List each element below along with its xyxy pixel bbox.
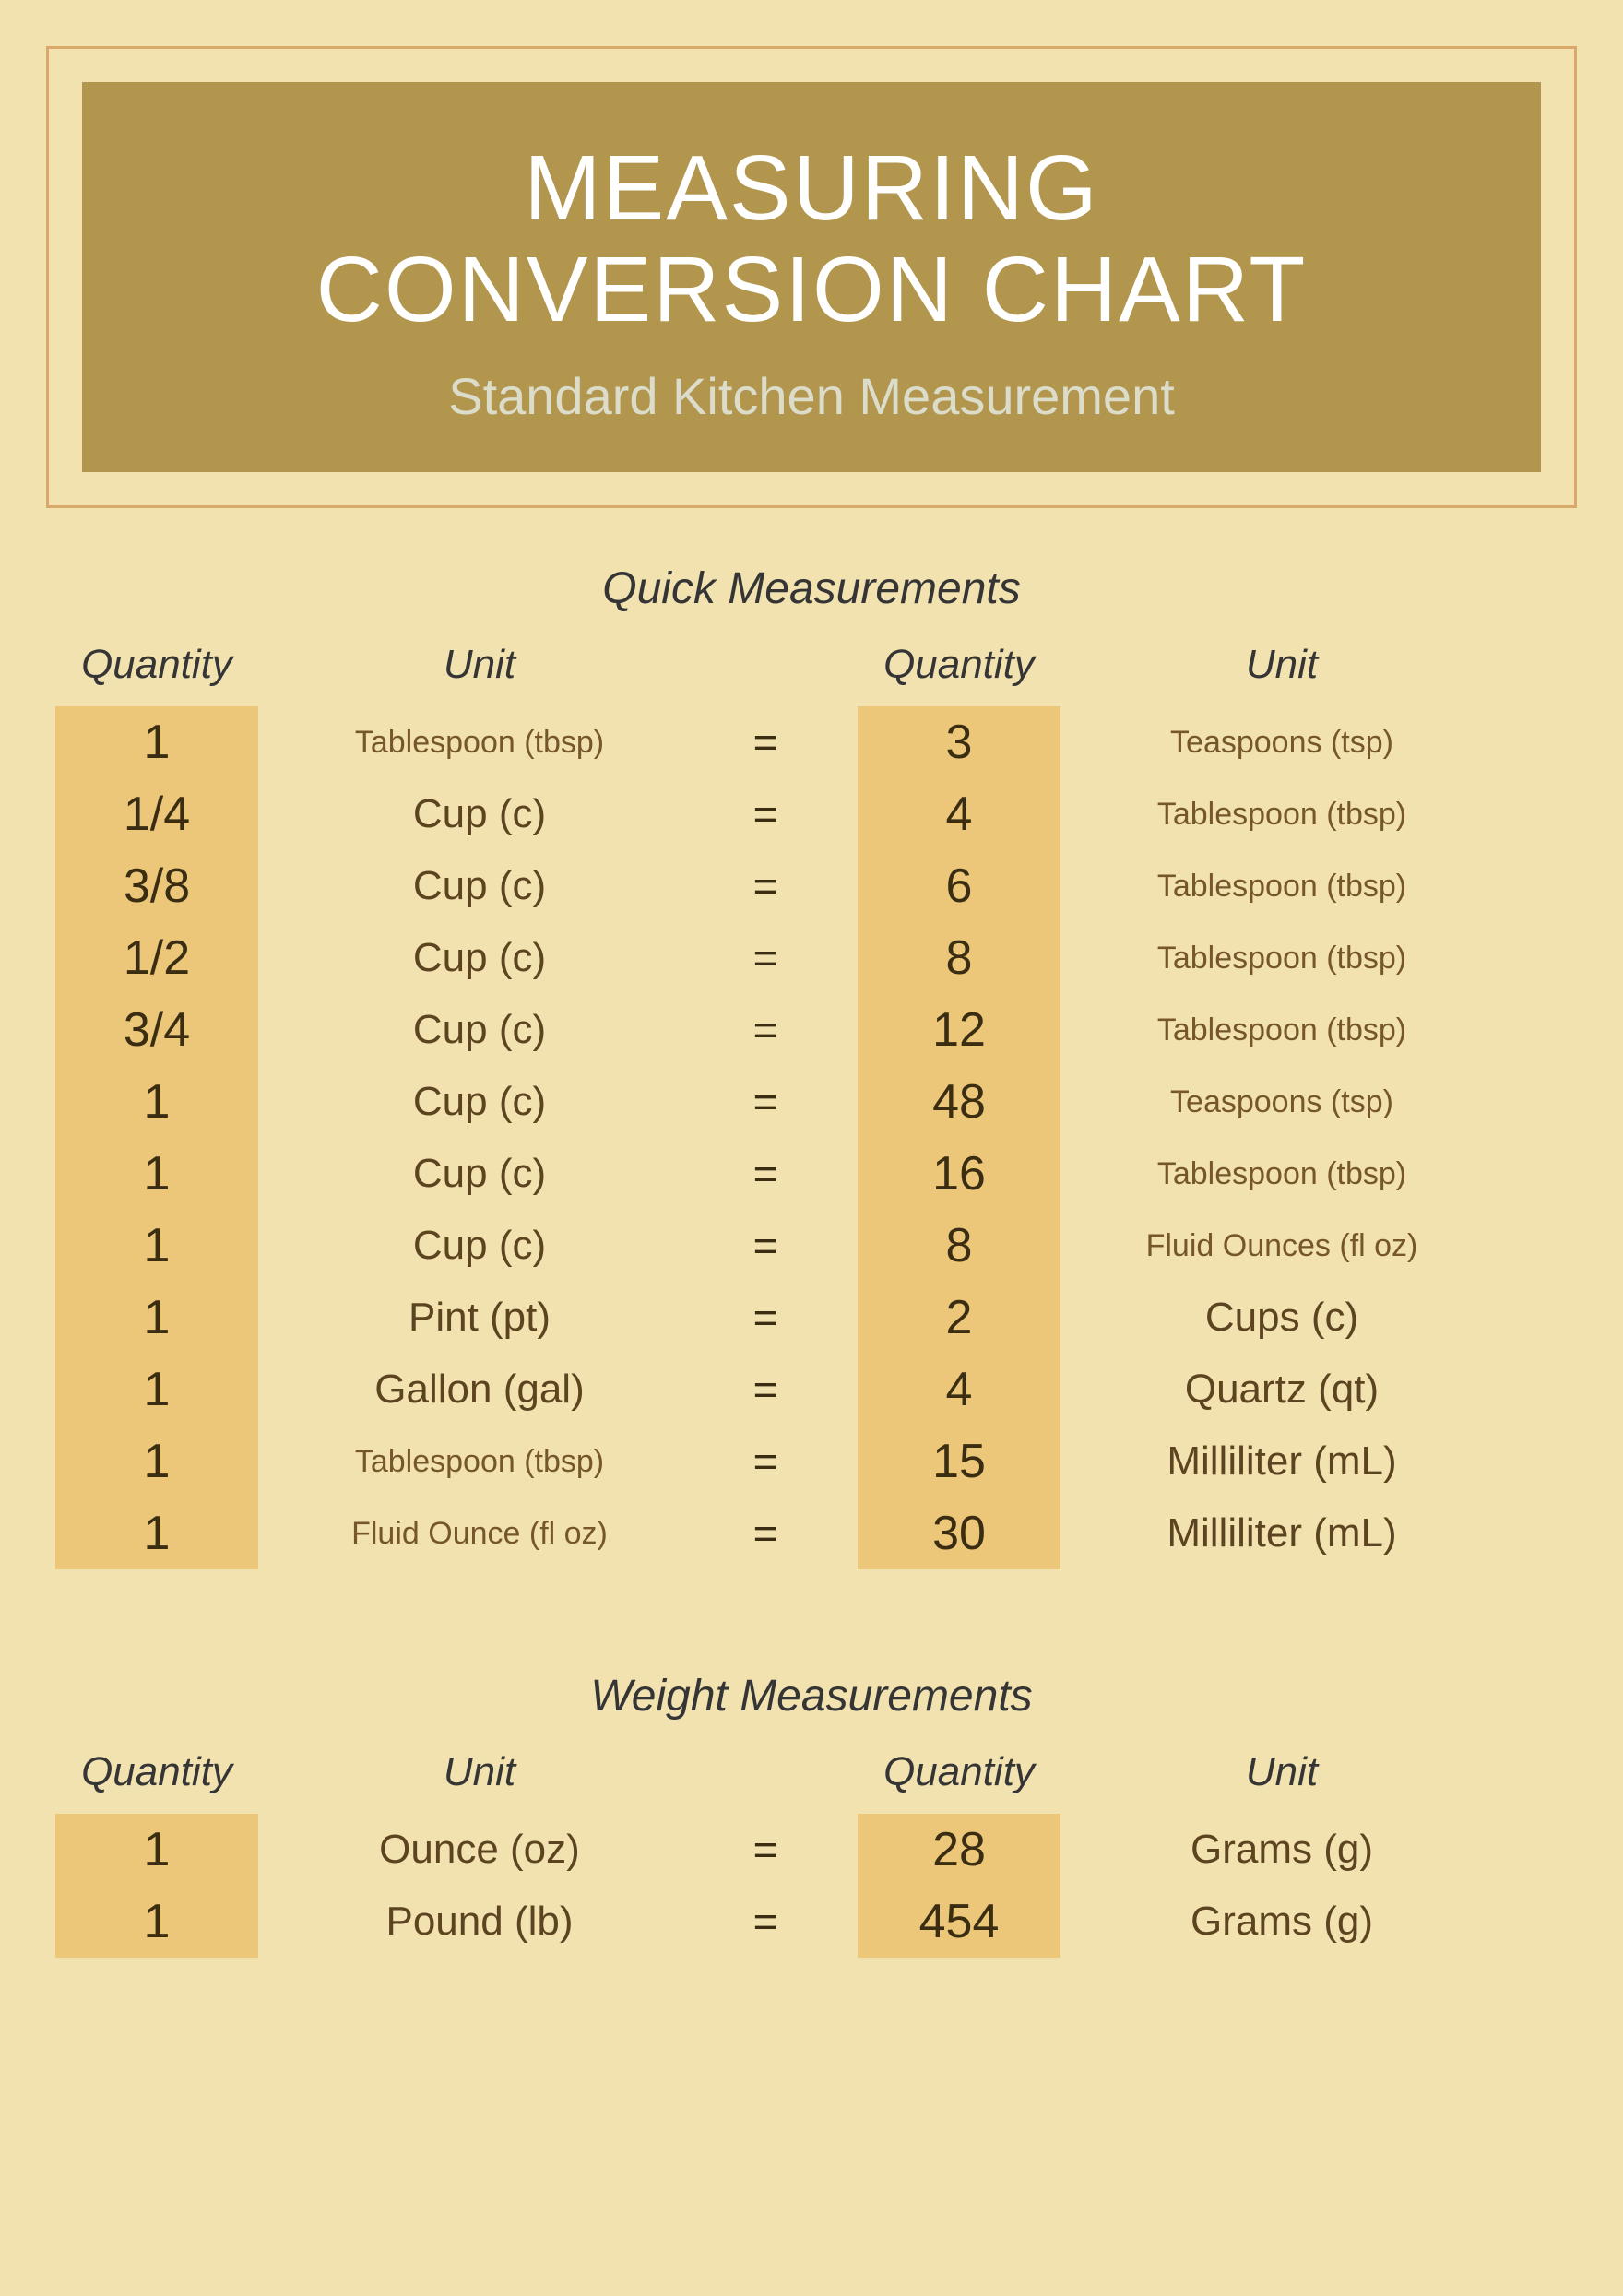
unit-cell: Cup (c): [286, 1210, 673, 1282]
quick-section: Quick Measurements Quantity Unit Quantit…: [46, 563, 1577, 1569]
qty-cell: 454: [858, 1886, 1060, 1958]
col-header-unit: Unit: [286, 642, 673, 688]
equals-cell: =: [701, 1497, 830, 1569]
equals-cell: =: [701, 1886, 830, 1958]
unit-cell: Pound (lb): [286, 1886, 673, 1958]
unit-cell: Grams (g): [1088, 1814, 1475, 1886]
qty-cell: 1: [55, 1426, 258, 1497]
unit-cell: Tablespoon (tbsp): [1088, 778, 1475, 850]
unit-cell: Cup (c): [286, 922, 673, 994]
col-header-unit: Unit: [1088, 642, 1475, 688]
equals-cell: =: [701, 1426, 830, 1497]
qty-cell: 12: [858, 994, 1060, 1066]
unit-cell: Tablespoon (tbsp): [286, 1426, 673, 1497]
unit-cell: Tablespoon (tbsp): [1088, 922, 1475, 994]
weight-section-title: Weight Measurements: [55, 1671, 1568, 1722]
unit-cell: Cup (c): [286, 1066, 673, 1138]
unit-cell: Ounce (oz): [286, 1814, 673, 1886]
col-header-qty: Quantity: [55, 1749, 258, 1795]
title-line-1: MEASURING: [524, 136, 1099, 240]
unit-cell: Quartz (qt): [1088, 1354, 1475, 1426]
unit-cell: Gallon (gal): [286, 1354, 673, 1426]
col-header-qty: Quantity: [858, 642, 1060, 688]
unit-cell: Fluid Ounces (fl oz): [1088, 1210, 1475, 1282]
qty-cell: 1: [55, 1497, 258, 1569]
main-title: MEASURING CONVERSION CHART: [119, 137, 1504, 340]
unit-cell: Tablespoon (tbsp): [1088, 994, 1475, 1066]
unit-cell: Cup (c): [286, 994, 673, 1066]
qty-cell: 15: [858, 1426, 1060, 1497]
unit-cell: Tablespoon (tbsp): [1088, 850, 1475, 922]
col-header-qty: Quantity: [858, 1749, 1060, 1795]
equals-cell: =: [701, 850, 830, 922]
col-header-unit: Unit: [1088, 1749, 1475, 1795]
equals-cell: =: [701, 1354, 830, 1426]
qty-cell: 4: [858, 778, 1060, 850]
col-header-unit: Unit: [286, 1749, 673, 1795]
qty-cell: 28: [858, 1814, 1060, 1886]
qty-cell: 6: [858, 850, 1060, 922]
equals-cell: =: [701, 1066, 830, 1138]
qty-cell: 1: [55, 1066, 258, 1138]
qty-cell: 1: [55, 1210, 258, 1282]
subtitle: Standard Kitchen Measurement: [119, 366, 1504, 426]
unit-cell: Cups (c): [1088, 1282, 1475, 1354]
unit-cell: Grams (g): [1088, 1886, 1475, 1958]
qty-cell: 1: [55, 1354, 258, 1426]
qty-cell: 4: [858, 1354, 1060, 1426]
equals-cell: =: [701, 1282, 830, 1354]
weight-section: Weight Measurements Quantity Unit Quanti…: [46, 1671, 1577, 1958]
equals-cell: =: [701, 1138, 830, 1210]
qty-cell: 3/8: [55, 850, 258, 922]
weight-headers: Quantity Unit Quantity Unit: [55, 1749, 1568, 1795]
qty-cell: 1: [55, 1886, 258, 1958]
quick-headers: Quantity Unit Quantity Unit: [55, 642, 1568, 688]
qty-cell: 1: [55, 1814, 258, 1886]
equals-cell: =: [701, 1814, 830, 1886]
qty-cell: 3: [858, 706, 1060, 778]
unit-cell: Cup (c): [286, 1138, 673, 1210]
unit-cell: Fluid Ounce (fl oz): [286, 1497, 673, 1569]
title-block: MEASURING CONVERSION CHART Standard Kitc…: [82, 82, 1541, 472]
unit-cell: Teaspoons (tsp): [1088, 706, 1475, 778]
equals-cell: =: [701, 922, 830, 994]
qty-cell: 8: [858, 1210, 1060, 1282]
qty-cell: 1/4: [55, 778, 258, 850]
qty-cell: 1: [55, 1282, 258, 1354]
unit-cell: Cup (c): [286, 850, 673, 922]
qty-cell: 2: [858, 1282, 1060, 1354]
qty-cell: 48: [858, 1066, 1060, 1138]
unit-cell: Tablespoon (tbsp): [286, 706, 673, 778]
qty-cell: 8: [858, 922, 1060, 994]
unit-cell: Pint (pt): [286, 1282, 673, 1354]
qty-cell: 3/4: [55, 994, 258, 1066]
equals-cell: =: [701, 706, 830, 778]
qty-cell: 1: [55, 706, 258, 778]
unit-cell: Milliliter (mL): [1088, 1426, 1475, 1497]
qty-cell: 1/2: [55, 922, 258, 994]
equals-cell: =: [701, 778, 830, 850]
quick-rows: 11/43/81/23/41111111Tablespoon (tbsp)Cup…: [55, 706, 1568, 1569]
unit-cell: Teaspoons (tsp): [1088, 1066, 1475, 1138]
qty-cell: 16: [858, 1138, 1060, 1210]
title-line-2: CONVERSION CHART: [316, 238, 1308, 341]
qty-cell: 30: [858, 1497, 1060, 1569]
quick-section-title: Quick Measurements: [55, 563, 1568, 614]
unit-cell: Tablespoon (tbsp): [1088, 1138, 1475, 1210]
equals-cell: =: [701, 994, 830, 1066]
unit-cell: Cup (c): [286, 778, 673, 850]
equals-cell: =: [701, 1210, 830, 1282]
header-frame: MEASURING CONVERSION CHART Standard Kitc…: [46, 46, 1577, 508]
qty-cell: 1: [55, 1138, 258, 1210]
unit-cell: Milliliter (mL): [1088, 1497, 1475, 1569]
weight-rows: 11 Ounce (oz)Pound (lb) == 28454 Grams (g)Gr…: [55, 1814, 1568, 1958]
col-header-qty: Quantity: [55, 642, 258, 688]
